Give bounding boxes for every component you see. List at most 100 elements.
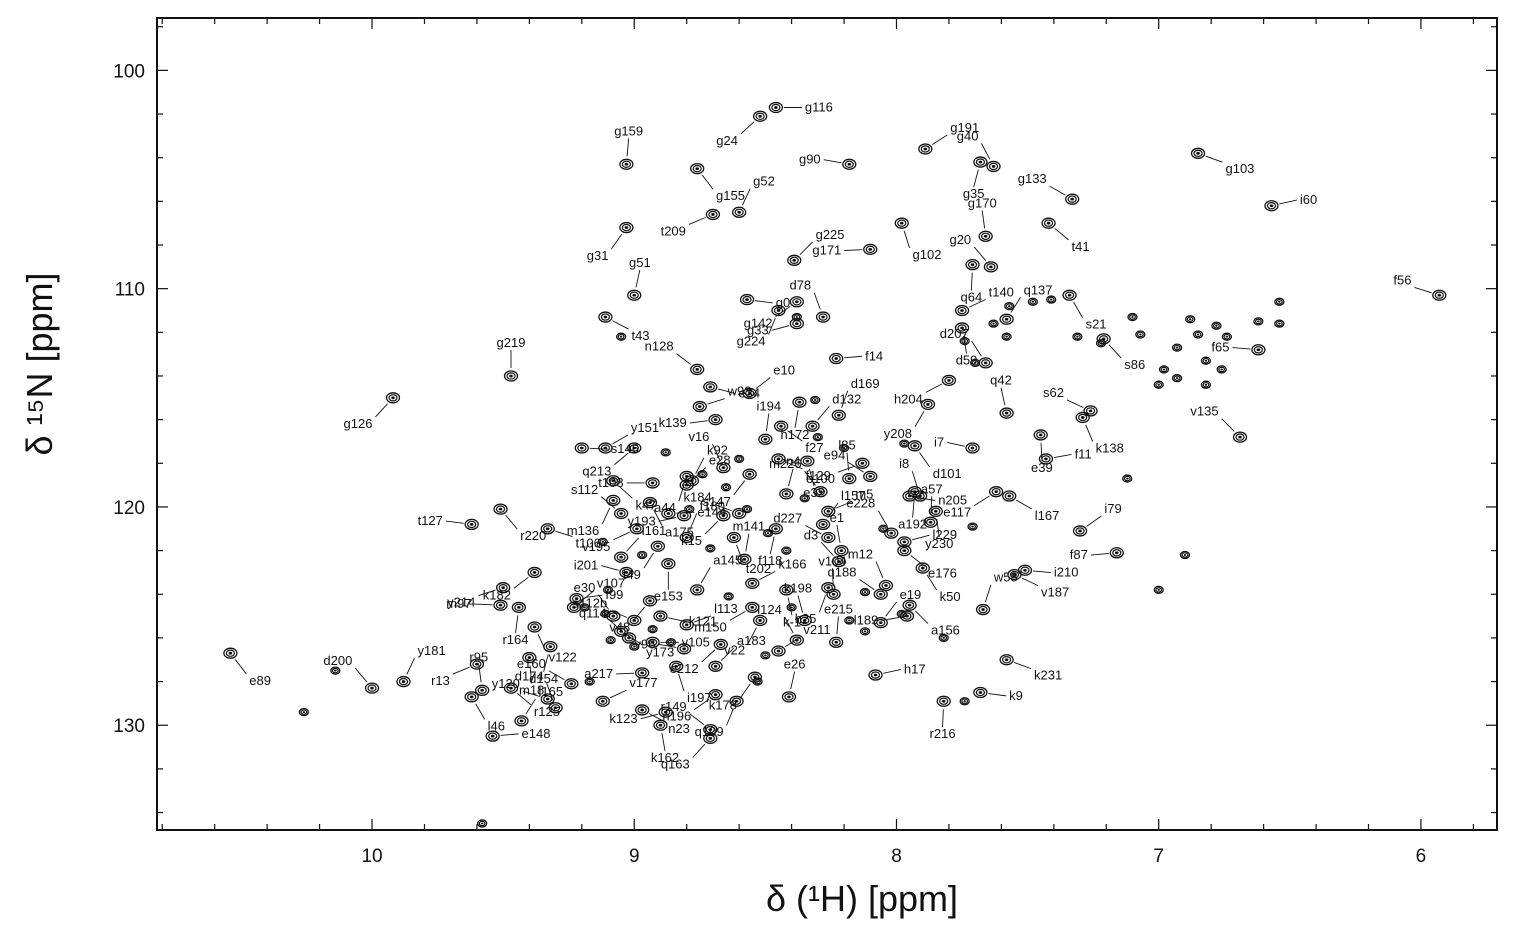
peak-label-m18: m18 [519, 682, 544, 697]
leader-line [775, 305, 791, 318]
peak-marker [1062, 289, 1077, 301]
peak-marker [1046, 295, 1057, 304]
leader-line [689, 513, 698, 531]
peak-label-f118: f118 [758, 553, 782, 568]
peak-marker [708, 689, 723, 701]
peak-marker [838, 443, 850, 453]
peak-marker [789, 317, 804, 330]
peak-marker [1075, 411, 1090, 424]
peak-marker [690, 363, 705, 376]
leader-line [787, 430, 803, 442]
x-tick-label: 9 [629, 846, 640, 867]
peak-label-a156: a156 [931, 623, 960, 638]
peak-label-t209: t209 [661, 223, 686, 238]
peak-label-r220: r220 [520, 528, 546, 543]
peak-marker [477, 819, 488, 828]
leader-line [1414, 286, 1432, 294]
peak-marker [514, 715, 529, 727]
leader-line [1053, 453, 1072, 458]
leader-line [919, 452, 931, 468]
peak-label-e28: e28 [709, 453, 731, 468]
peak-marker [812, 432, 823, 442]
leader-line [836, 524, 841, 543]
leader-line [969, 299, 986, 308]
peak-label-g0: g0 [776, 295, 790, 310]
peak-label-d132: d132 [832, 391, 861, 406]
peak-marker [859, 627, 871, 636]
peak-marker [645, 477, 660, 489]
peak-label-n23: n23 [668, 721, 690, 736]
leader-line [859, 578, 875, 591]
peak-label-k198: k198 [784, 580, 812, 595]
peak-marker [988, 319, 999, 328]
peak-label-a57: a57 [921, 481, 943, 496]
leader-line [785, 461, 803, 470]
peak-marker [330, 666, 341, 675]
peak-label-l113: l113 [714, 601, 738, 616]
peak-label-e19: e19 [900, 587, 922, 602]
peak-marker [779, 488, 794, 500]
leader-line [765, 413, 770, 432]
peak-label-q64: q64 [961, 290, 983, 305]
peak-label-y181: y181 [417, 643, 445, 658]
peak-marker [912, 490, 928, 502]
peak-marker [697, 470, 708, 479]
peak-label-l165: l165 [538, 684, 563, 699]
peak-marker [1171, 343, 1183, 352]
peak-label-q137: q137 [1024, 282, 1053, 297]
peak-marker [923, 516, 938, 528]
peak-marker [781, 691, 797, 703]
peak-marker [726, 531, 742, 544]
peak-marker [627, 614, 642, 627]
leader-line [609, 620, 624, 633]
leader-line [234, 659, 247, 675]
peak-marker [771, 645, 786, 657]
peak-label-k92: k92 [707, 443, 728, 458]
leader-line [688, 217, 706, 225]
peak-label-v22: v22 [724, 643, 745, 658]
peak-label-g52: g52 [753, 174, 775, 189]
leader-line [452, 666, 470, 675]
peak-marker [613, 625, 629, 638]
peak-marker [1432, 289, 1447, 301]
peak-label-k184: k184 [684, 490, 712, 505]
peak-marker [703, 732, 718, 744]
leader-line [475, 703, 486, 720]
leader-line [720, 647, 735, 661]
peak-marker [975, 603, 991, 616]
peak-label-g225: g225 [816, 227, 845, 242]
leader-line [1013, 662, 1032, 670]
leader-line [695, 457, 705, 474]
peak-label-g116: g116 [805, 99, 833, 114]
leader-line [910, 555, 926, 567]
peak-marker [574, 442, 589, 454]
peak-marker [789, 634, 804, 646]
peak-marker [720, 483, 732, 492]
peak-marker [831, 555, 846, 568]
peak-label-q163: q163 [661, 756, 690, 771]
peak-marker [815, 518, 831, 531]
leader-line [805, 525, 822, 535]
leader-line [626, 537, 640, 552]
peak-marker [737, 553, 752, 565]
peak-label-d78: d78 [789, 278, 811, 293]
peak-label-s21: s21 [1086, 317, 1107, 332]
peak-marker [1274, 319, 1285, 328]
peak-label-e32: e32 [803, 485, 825, 500]
peak-labels: g116 g24 g159 g155 g90 g191 g35 g40 g103 t209 g52 g… [249, 99, 1411, 771]
peak-marker [595, 695, 610, 707]
peak-marker [863, 470, 878, 483]
peak-marker [1253, 317, 1264, 326]
leader-line [881, 617, 900, 622]
leader-line [1232, 347, 1251, 350]
peak-label-g133: g133 [1018, 171, 1047, 186]
peak-label-y208: y208 [884, 426, 912, 441]
peak-label-q188: q188 [828, 564, 857, 579]
peak-label-v195: v195 [582, 539, 610, 554]
peak-label-r216: r216 [930, 726, 956, 741]
peak-marker [829, 352, 844, 365]
leader-line [1279, 199, 1297, 205]
leader-line [543, 654, 549, 672]
peak-marker [752, 110, 768, 122]
peak-label-d174: d174 [515, 668, 544, 683]
